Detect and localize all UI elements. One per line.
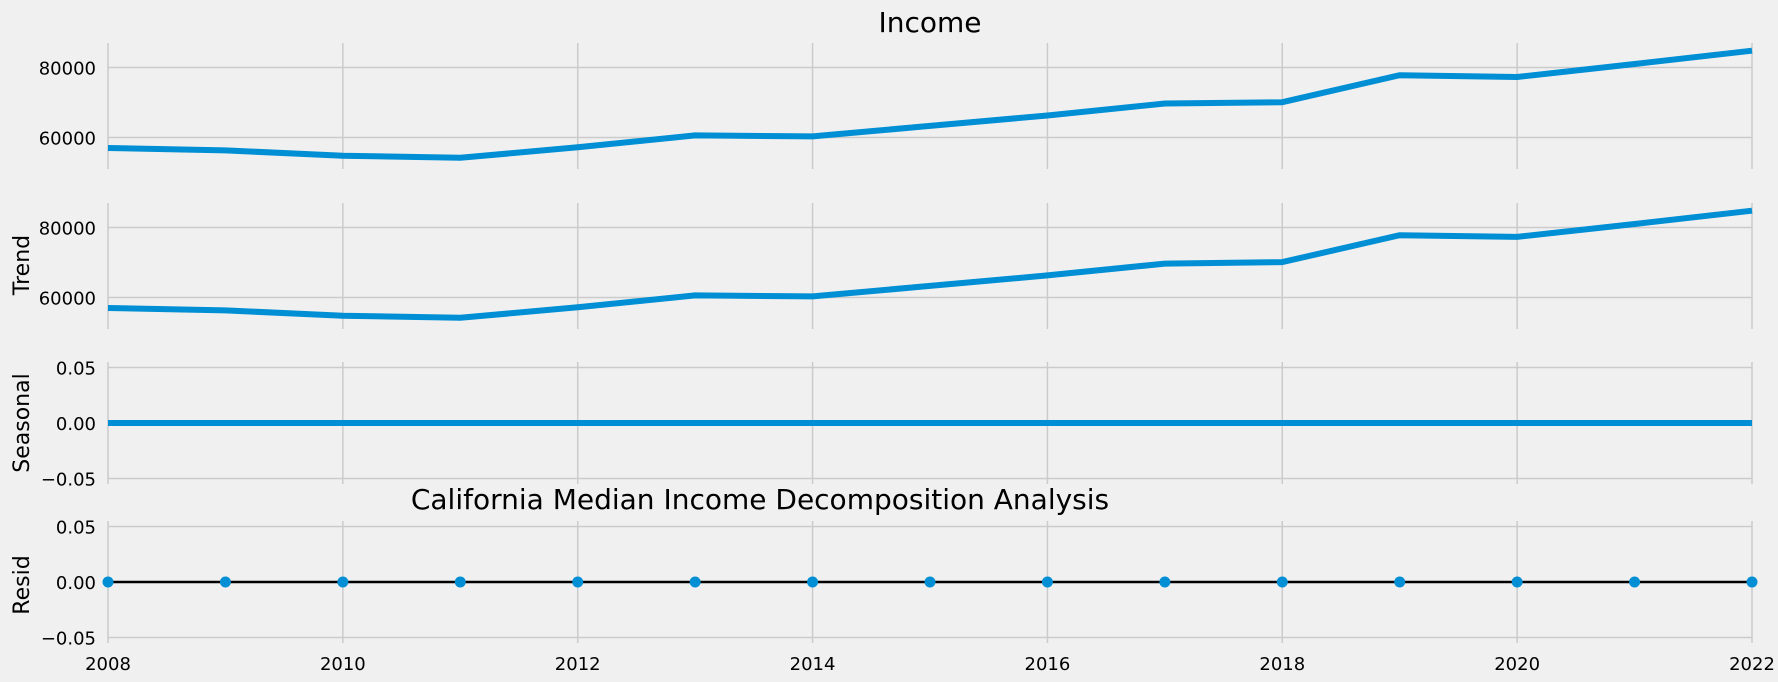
- income-series-line: [107, 47, 1753, 161]
- resid-point-2009: [219, 576, 231, 588]
- resid-ytick-label: 0.05: [56, 518, 96, 539]
- resid-point-2021: [1629, 576, 1641, 588]
- resid-ytick-label: −0.05: [41, 628, 96, 649]
- x-tick-label: 2012: [555, 654, 601, 675]
- resid-point-2014: [807, 576, 819, 588]
- trend-ylabel: Trend: [10, 235, 35, 296]
- resid-point-2017: [1159, 576, 1171, 588]
- x-tick-label: 2008: [85, 654, 131, 675]
- resid-point-2016: [1041, 576, 1053, 588]
- x-tick-label: 2016: [1025, 654, 1071, 675]
- resid-point-2015: [924, 576, 936, 588]
- x-tick-label: 2020: [1494, 654, 1540, 675]
- income-ytick-label: 80000: [39, 59, 96, 80]
- seasonal-ytick-label: −0.05: [41, 469, 96, 490]
- resid-point-2019: [1394, 576, 1406, 588]
- seasonal-ylabel: Seasonal: [10, 373, 35, 472]
- seasonal-ytick-label: 0.00: [56, 414, 96, 435]
- x-tick-label: 2018: [1259, 654, 1305, 675]
- income-ytick-label: 60000: [39, 129, 96, 150]
- resid-point-2020: [1511, 576, 1523, 588]
- resid-panel-title: California Median Income Decomposition A…: [411, 483, 1109, 516]
- x-tick-label: 2022: [1729, 654, 1775, 675]
- x-tick-label: 2014: [790, 654, 836, 675]
- resid-point-2011: [454, 576, 466, 588]
- trend-ytick-label: 80000: [39, 219, 96, 240]
- panels-layer: 60000 80000 60000 80000 −0.05 0.00 0.05 −0.05 0.…: [39, 43, 1775, 675]
- trend-ytick-label: 60000: [39, 289, 96, 310]
- x-tick-label: 2010: [320, 654, 366, 675]
- resid-point-2008: [102, 576, 114, 588]
- resid-ytick-label: 0.00: [56, 573, 96, 594]
- income-panel-title: Income: [878, 6, 981, 39]
- trend-series-line: [107, 207, 1753, 321]
- resid-point-2012: [572, 576, 584, 588]
- resid-point-2022: [1746, 576, 1758, 588]
- seasonal-ytick-label: 0.05: [56, 359, 96, 380]
- resid-point-2018: [1276, 576, 1288, 588]
- resid-point-2013: [689, 576, 701, 588]
- resid-point-2010: [337, 576, 349, 588]
- resid-ylabel: Resid: [10, 555, 35, 614]
